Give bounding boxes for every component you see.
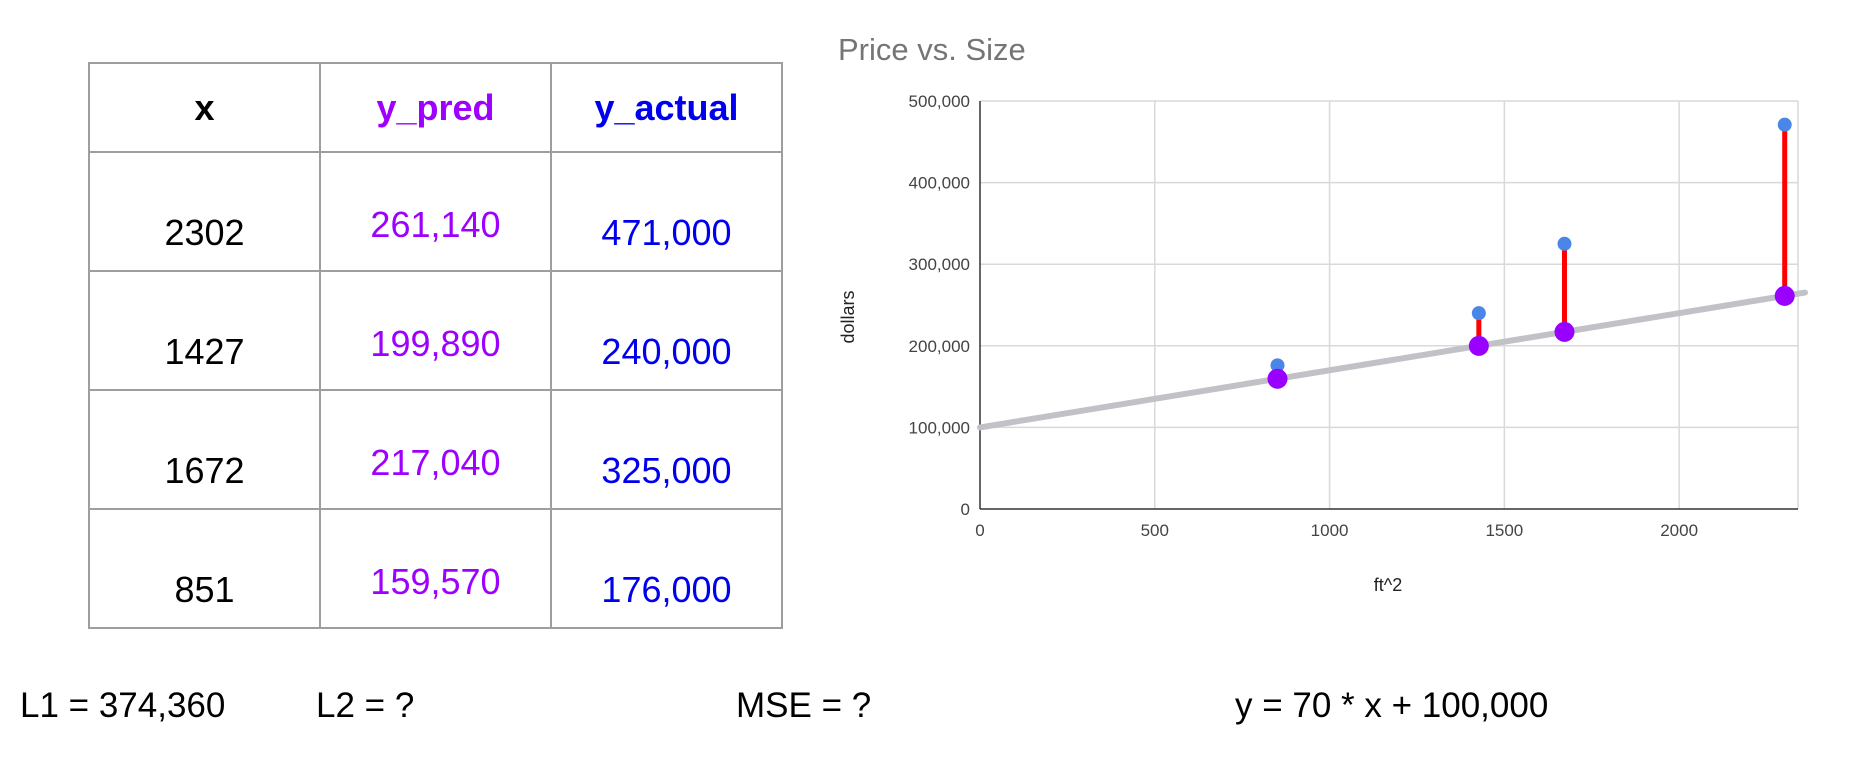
header-y-actual: y_actual: [550, 62, 783, 153]
table-row: 1427 199,890 240,000: [88, 270, 783, 391]
x-tick-label: 2000: [1660, 521, 1698, 540]
predicted-point: [1554, 321, 1575, 342]
grid: [980, 100, 1799, 509]
cell-x: 2302: [88, 151, 321, 272]
chart-title: Price vs. Size: [838, 32, 1026, 67]
cell-x: 851: [88, 508, 321, 629]
fit-line-group: [977, 289, 1808, 431]
mse-metric: MSE = ?: [736, 686, 872, 725]
cell-y-actual-value: 240,000: [601, 331, 732, 372]
regression-equation: y = 70 * x + 100,000: [1235, 686, 1549, 725]
x-tick-label: 1000: [1311, 521, 1349, 540]
axes: [979, 101, 1798, 510]
cell-y-pred: 261,140: [319, 151, 552, 272]
cell-y-actual-value: 471,000: [601, 212, 732, 253]
y-tick-label: 200,000: [909, 337, 970, 356]
l1-metric: L1 = 374,360: [20, 686, 226, 725]
data-points: [1267, 117, 1795, 389]
cell-y-pred-value: 217,040: [370, 442, 501, 483]
data-table: x y_pred y_actual 2302 261,140 471,000 1…: [88, 62, 783, 629]
actual-point: [1557, 236, 1572, 251]
cell-y-actual: 325,000: [550, 389, 783, 510]
table-row: 2302 261,140 471,000: [88, 151, 783, 272]
cell-y-actual: 471,000: [550, 151, 783, 272]
cell-x-value: 851: [174, 569, 235, 610]
table-row: 851 159,570 176,000: [88, 508, 783, 629]
header-x: x: [88, 62, 321, 153]
cell-y-actual-value: 176,000: [601, 569, 732, 610]
cell-x-value: 2302: [164, 212, 245, 253]
table-header-row: x y_pred y_actual: [88, 62, 783, 153]
predicted-point: [1468, 335, 1489, 356]
cell-x: 1427: [88, 270, 321, 391]
cell-y-actual: 240,000: [550, 270, 783, 391]
cell-x: 1672: [88, 389, 321, 510]
cell-y-pred-value: 159,570: [370, 561, 501, 602]
fit-line: [977, 289, 1808, 431]
cell-y-pred-value: 261,140: [370, 204, 501, 245]
x-tick-label: 0: [975, 521, 984, 540]
tick-labels: 0 100,000 200,000 300,000 400,000 500,000 0 500…: [909, 92, 1699, 540]
residuals: [1274, 124, 1788, 379]
cell-y-actual-value: 325,000: [601, 450, 732, 491]
y-tick-label: 100,000: [909, 418, 970, 437]
cell-y-pred-value: 199,890: [370, 323, 501, 364]
y-axis-label: dollars: [838, 290, 858, 343]
cell-x-value: 1427: [164, 331, 245, 372]
x-tick-label: 1500: [1485, 521, 1523, 540]
x-tick-label: 500: [1141, 521, 1169, 540]
y-tick-label: 500,000: [909, 92, 970, 111]
cell-y-pred: 217,040: [319, 389, 552, 510]
l2-metric: L2 = ?: [316, 686, 415, 725]
cell-y-pred: 199,890: [319, 270, 552, 391]
y-tick-label: 0: [961, 500, 970, 519]
y-tick-label: 300,000: [909, 255, 970, 274]
actual-point: [1777, 117, 1792, 132]
cell-x-value: 1672: [164, 450, 245, 491]
scatter-chart: Price vs. Size dollars ft^2 0 100,000 200,…: [838, 32, 1808, 595]
cell-y-pred: 159,570: [319, 508, 552, 629]
table-row: 1672 217,040 325,000: [88, 389, 783, 510]
x-axis-label: ft^2: [1374, 575, 1402, 595]
predicted-point: [1774, 285, 1795, 306]
cell-y-actual: 176,000: [550, 508, 783, 629]
actual-point: [1471, 306, 1486, 321]
header-y-pred: y_pred: [319, 62, 552, 153]
actual-point: [1270, 358, 1285, 373]
y-tick-label: 400,000: [909, 174, 970, 193]
predicted-point: [1267, 368, 1288, 389]
